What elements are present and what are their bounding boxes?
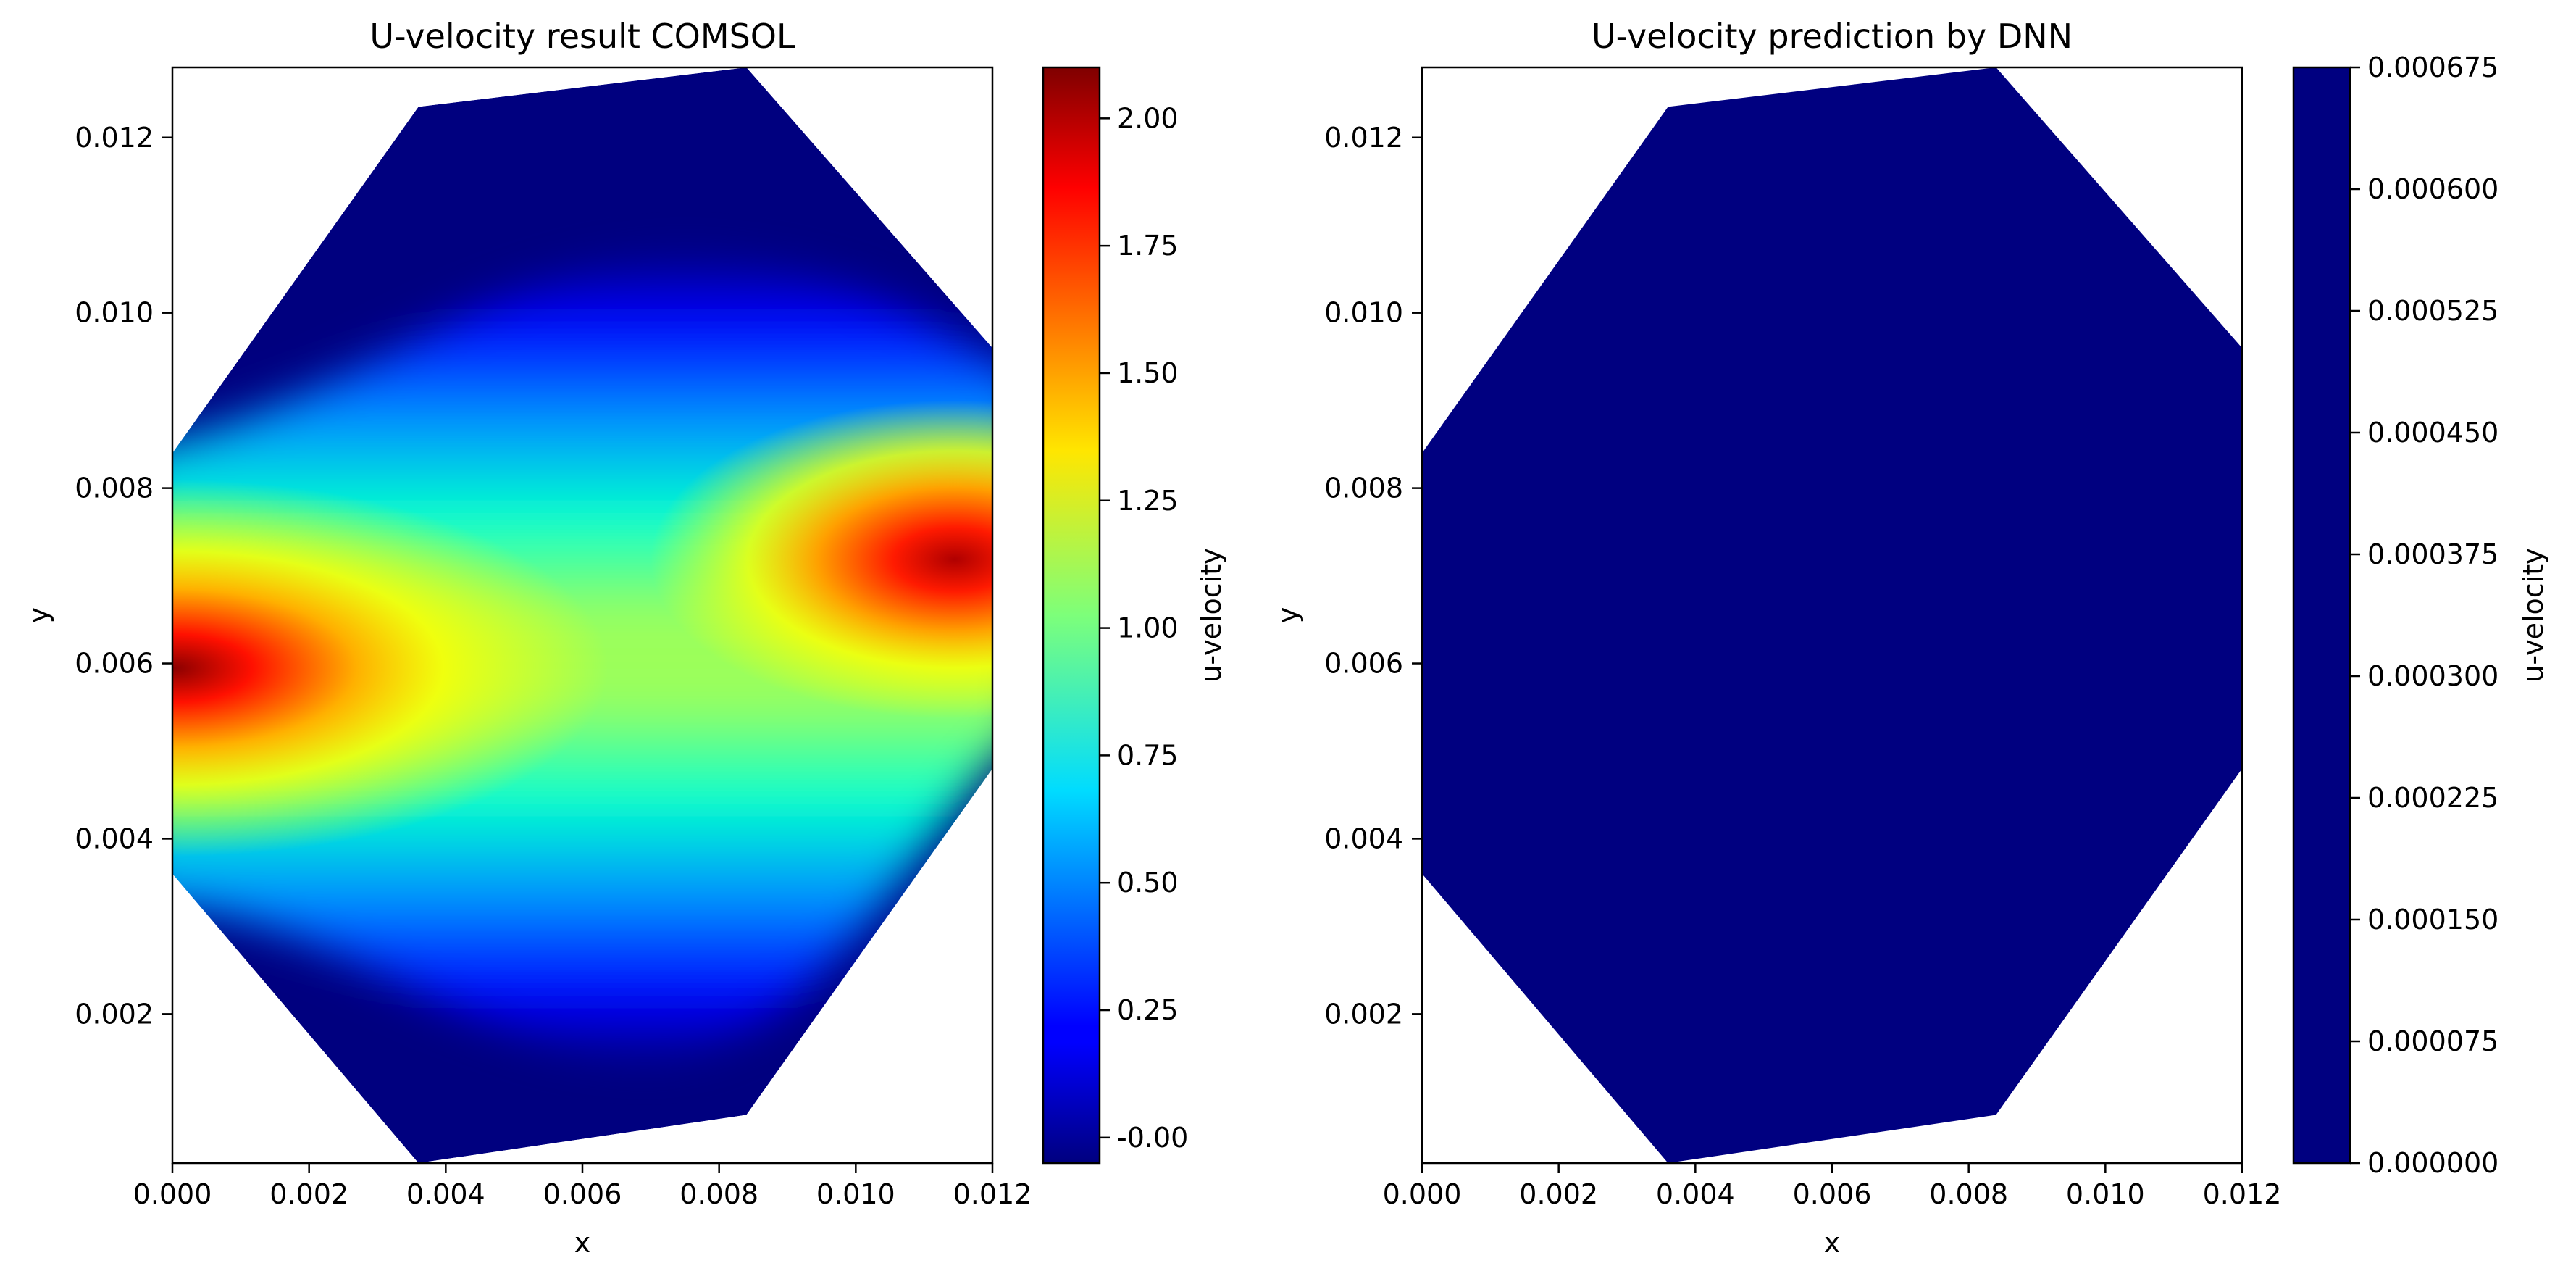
colorbar-tick-label: 1.75: [1117, 230, 1179, 262]
colorbar-tick-label: 0.000150: [2367, 904, 2498, 936]
x-tick-label: 0.002: [269, 1178, 348, 1210]
colorbar-tick-label: 0.000375: [2367, 538, 2498, 570]
colorbar-tick-label: 2.00: [1117, 102, 1179, 134]
comsol-x-ticks: 0.000 0.002 0.004 0.006 0.008 0.010 0.012: [133, 1163, 1032, 1210]
y-tick-label: 0.008: [1324, 472, 1403, 504]
y-tick-label: 0.002: [1324, 998, 1403, 1030]
comsol-velocity-field: [172, 67, 992, 1163]
dnn-y-ticks: 0.002 0.004 0.006 0.008 0.010 0.012: [1324, 122, 1422, 1030]
x-tick-label: 0.008: [1929, 1178, 2008, 1210]
colorbar-tick-label: -0.00: [1117, 1122, 1188, 1154]
colorbar-tick-label: 0.000600: [2367, 173, 2498, 205]
dnn-x-axis-title: x: [1824, 1227, 1841, 1259]
comsol-panel: 0.000 0.002 0.004 0.006 0.008 0.010 0.012 0.00…: [22, 17, 1227, 1259]
dnn-colorbar-gradient: [2292, 66, 2351, 1165]
dnn-velocity-field: [1422, 67, 2242, 1163]
dnn-y-axis-title: y: [1272, 607, 1304, 624]
x-tick-label: 0.004: [1656, 1178, 1735, 1210]
comsol-y-axis-title: y: [22, 607, 54, 624]
y-tick-label: 0.004: [1324, 822, 1403, 854]
y-tick-label: 0.012: [75, 122, 154, 154]
y-tick-label: 0.006: [75, 648, 154, 680]
comsol-outlet-jet: [651, 400, 992, 719]
comsol-colorbar: -0.00 0.25 0.50 0.75 1.00 1.25 1.50 1.75 2.00 u-…: [1042, 66, 1227, 1165]
dnn-plot-title: U-velocity prediction by DNN: [1592, 17, 2073, 56]
colorbar-tick-label: 1.00: [1117, 612, 1179, 644]
colorbar-tick-label: 0.000675: [2367, 51, 2498, 83]
y-tick-label: 0.002: [75, 998, 154, 1030]
comsol-inlet-jet: [172, 480, 609, 857]
x-tick-label: 0.006: [1793, 1178, 1872, 1210]
x-tick-label: 0.012: [2203, 1178, 2282, 1210]
colorbar-tick-label: 0.000450: [2367, 417, 2498, 449]
y-tick-label: 0.006: [1324, 648, 1403, 680]
y-tick-label: 0.012: [1324, 122, 1403, 154]
comsol-x-axis-title: x: [574, 1227, 591, 1259]
colorbar-tick-label: 0.000525: [2367, 295, 2498, 327]
x-tick-label: 0.012: [953, 1178, 1032, 1210]
y-tick-label: 0.010: [75, 297, 154, 329]
dnn-colorbar-ticks: 0.000000 0.000075 0.000150 0.000225 0.000300…: [2350, 51, 2498, 1179]
comsol-colorbar-ticks: -0.00 0.25 0.50 0.75 1.00 1.25 1.50 1.75 2.00: [1100, 102, 1188, 1154]
dnn-panel: 0.000 0.002 0.004 0.006 0.008 0.010 0.012 0.00…: [1272, 17, 2549, 1259]
colorbar-tick-label: 0.000300: [2367, 660, 2498, 692]
colorbar-tick-label: 0.25: [1117, 994, 1179, 1026]
x-tick-label: 0.000: [1383, 1178, 1462, 1210]
comsol-plot-title: U-velocity result COMSOL: [369, 17, 795, 56]
dnn-colorbar-label: u-velocity: [2517, 548, 2549, 682]
x-tick-label: 0.006: [543, 1178, 622, 1210]
comsol-colorbar-gradient: [1042, 66, 1101, 1165]
y-tick-label: 0.010: [1324, 297, 1403, 329]
colorbar-tick-label: 0.000225: [2367, 782, 2498, 814]
x-tick-label: 0.004: [406, 1178, 485, 1210]
dnn-colorbar: 0.000000 0.000075 0.000150 0.000225 0.000300…: [2292, 51, 2549, 1179]
colorbar-tick-label: 1.25: [1117, 485, 1179, 517]
x-tick-label: 0.008: [679, 1178, 758, 1210]
colorbar-tick-label: 0.75: [1117, 739, 1179, 771]
colorbar-tick-label: 1.50: [1117, 357, 1179, 389]
colorbar-tick-label: 0.000000: [2367, 1147, 2498, 1179]
y-tick-label: 0.004: [75, 822, 154, 854]
dnn-x-ticks: 0.000 0.002 0.004 0.006 0.008 0.010 0.012: [1383, 1163, 2282, 1210]
x-tick-label: 0.000: [133, 1178, 212, 1210]
x-tick-label: 0.002: [1519, 1178, 1598, 1210]
y-tick-label: 0.008: [75, 472, 154, 504]
x-tick-label: 0.010: [2066, 1178, 2145, 1210]
comsol-y-ticks: 0.002 0.004 0.006 0.008 0.010 0.012: [75, 122, 172, 1030]
comsol-colorbar-label: u-velocity: [1195, 548, 1227, 682]
colorbar-tick-label: 0.50: [1117, 867, 1179, 899]
colorbar-tick-label: 0.000075: [2367, 1025, 2498, 1057]
x-tick-label: 0.010: [816, 1178, 895, 1210]
